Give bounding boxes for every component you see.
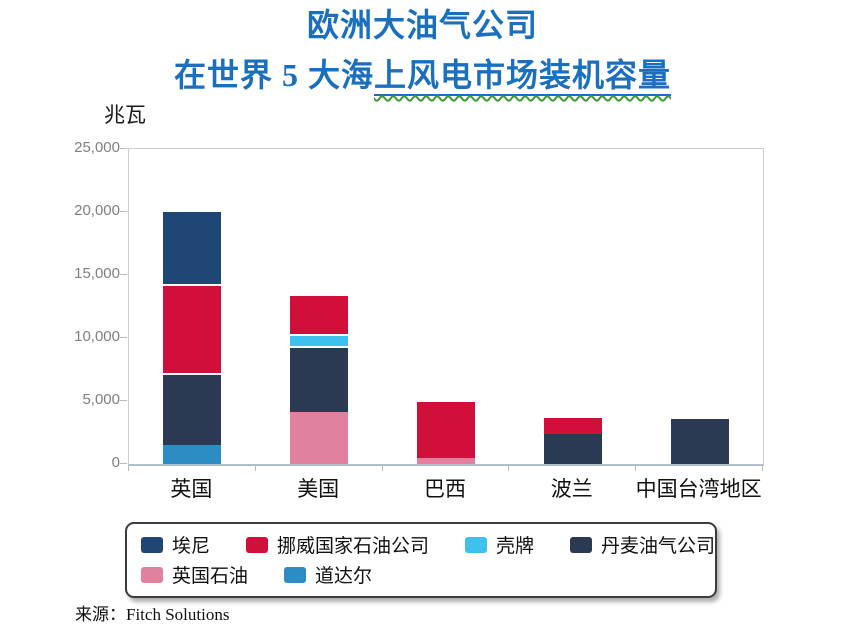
legend-swatch xyxy=(141,566,163,583)
bar-segment xyxy=(417,399,475,458)
source-note: 来源：Fitch Solutions xyxy=(75,600,229,625)
bar-5 xyxy=(670,418,729,464)
y-tick-label: 10,000 xyxy=(74,328,120,345)
x-tick-mark xyxy=(254,465,256,471)
legend-label: 挪威国家石油公司 xyxy=(277,536,430,557)
legend-label: 英国石油 xyxy=(172,566,249,587)
y-tick-mark xyxy=(120,337,127,338)
bar-segment xyxy=(290,412,349,464)
legend-row: 英国石油 道达尔 xyxy=(141,561,701,588)
chart-title-line1: 欧洲大油气公司 xyxy=(306,7,538,43)
bar-segment xyxy=(543,433,602,464)
chart-title-line2-prefix: 在世界 5 大海 xyxy=(173,57,374,93)
x-axis-label: 英国 xyxy=(170,477,213,501)
y-tick-label: 20,000 xyxy=(74,202,120,219)
legend-item: 英国石油 xyxy=(141,561,248,588)
chart-title-line2: 在世界 5 大海上风电市场装机容量 xyxy=(0,50,845,100)
legend-row: 埃尼 挪威国家石油公司 壳牌 丹麦油气公司 xyxy=(141,531,715,558)
legend-swatch xyxy=(465,536,488,553)
bar-3 xyxy=(417,399,475,464)
x-tick-mark xyxy=(508,465,510,471)
y-tick-mark xyxy=(120,274,127,275)
bar-segment xyxy=(290,293,349,335)
y-tick-mark xyxy=(120,400,127,401)
bar-segment xyxy=(543,416,602,434)
bar-segment xyxy=(163,373,222,446)
legend-label: 丹麦油气公司 xyxy=(601,536,716,557)
y-tick-mark xyxy=(120,148,127,149)
x-axis-label: 波兰 xyxy=(550,477,593,501)
legend-swatch xyxy=(246,536,269,553)
legend-swatch xyxy=(570,536,593,553)
y-tick-label: 15,000 xyxy=(74,265,120,282)
bar-4 xyxy=(543,416,602,464)
source-text: Fitch Solutions xyxy=(126,605,230,624)
legend-swatch xyxy=(284,566,307,583)
x-axis-label: 中国台湾地区 xyxy=(635,477,762,501)
plot-area xyxy=(128,148,764,466)
x-tick-mark xyxy=(635,465,637,471)
chart-title-line2-underlined: 上风电市场装机容量 xyxy=(374,57,672,96)
chart-title: 欧洲大油气公司 在世界 5 大海上风电市场装机容量 xyxy=(0,0,845,100)
legend-label: 道达尔 xyxy=(315,566,373,587)
y-tick-mark xyxy=(120,211,127,212)
bar-segment xyxy=(163,445,222,464)
bar-segment xyxy=(163,283,222,374)
bar-1 xyxy=(163,209,222,464)
y-tick-label: 0 xyxy=(111,454,120,471)
legend-label: 壳牌 xyxy=(496,536,535,557)
legend-item: 挪威国家石油公司 xyxy=(246,531,429,558)
y-tick-label: 5,000 xyxy=(82,391,120,408)
source-prefix-label: 来源： xyxy=(75,605,126,624)
bar-segment xyxy=(417,457,475,464)
chart-legend: 埃尼 挪威国家石油公司 壳牌 丹麦油气公司英国石油 道达尔 xyxy=(125,522,717,598)
x-tick-mark xyxy=(762,465,763,471)
legend-item: 埃尼 xyxy=(141,531,210,558)
bar-2 xyxy=(290,293,349,464)
legend-label: 埃尼 xyxy=(172,536,211,557)
bar-segment xyxy=(290,334,349,346)
legend-item: 壳牌 xyxy=(465,531,534,558)
y-axis-unit-label: 兆瓦 xyxy=(104,103,146,127)
x-tick-mark xyxy=(128,465,129,471)
y-tick-label: 25,000 xyxy=(74,139,120,156)
x-tick-mark xyxy=(381,465,383,471)
legend-item: 道达尔 xyxy=(284,561,372,588)
y-tick-mark xyxy=(120,463,127,464)
x-axis-label: 巴西 xyxy=(423,477,466,501)
legend-item: 丹麦油气公司 xyxy=(570,531,715,558)
x-axis-label: 美国 xyxy=(297,477,340,501)
bar-segment xyxy=(670,418,729,464)
grammar-wavy-underline: 上风电市场装机容量 xyxy=(374,57,672,96)
bar-segment xyxy=(163,209,222,284)
legend-swatch xyxy=(141,536,163,553)
bar-segment xyxy=(290,345,349,413)
